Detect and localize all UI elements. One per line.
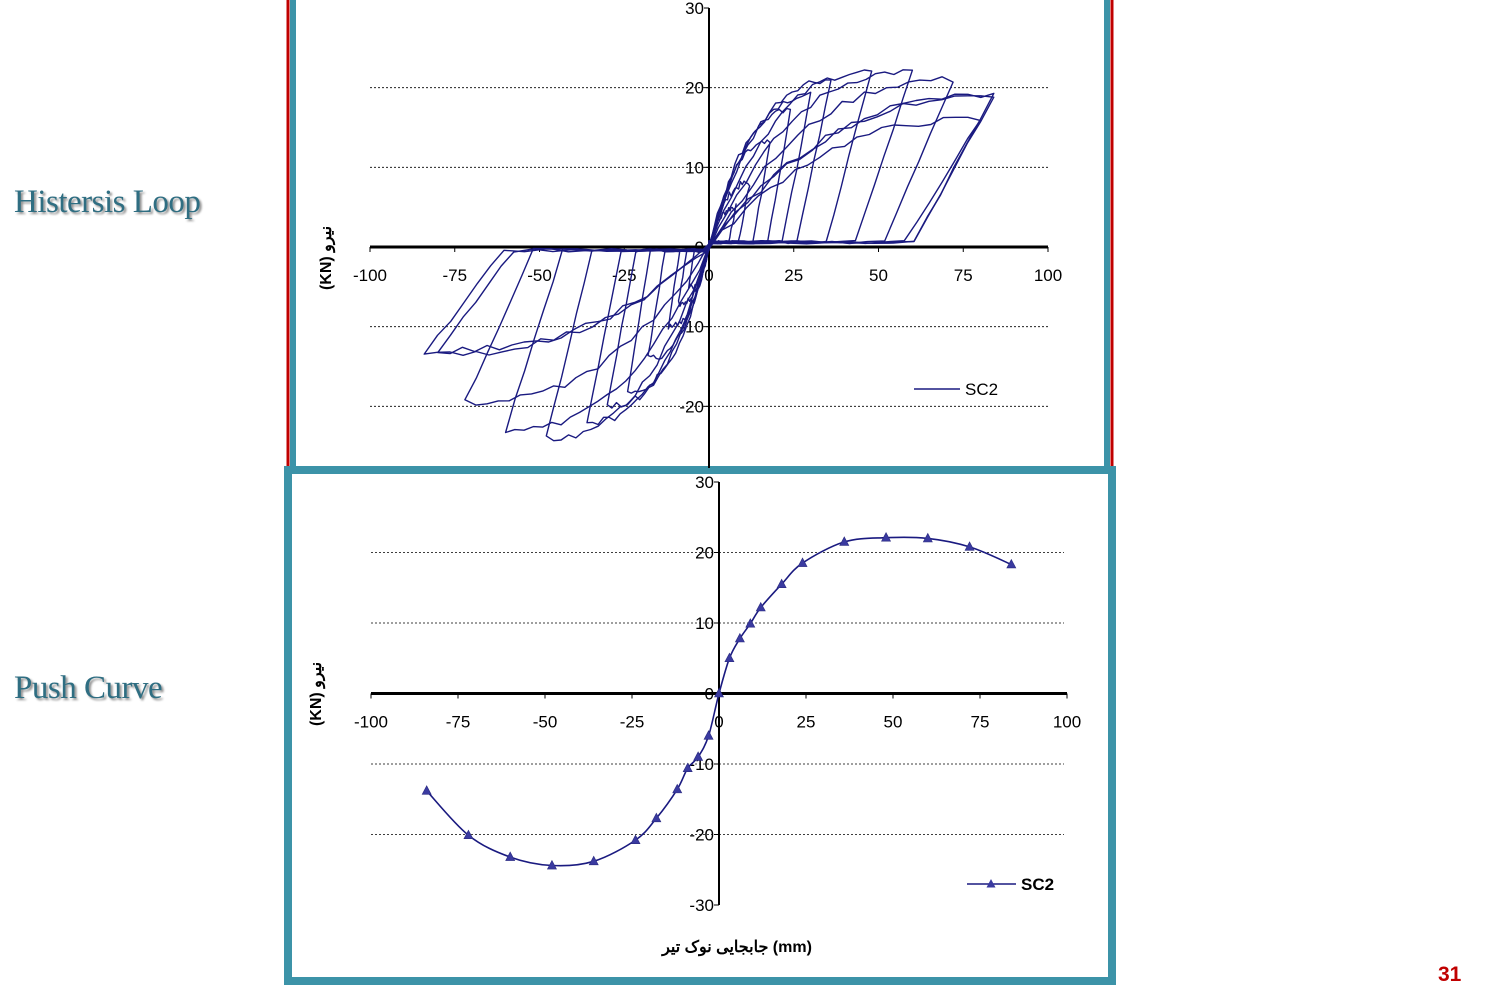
push-data-point bbox=[1006, 558, 1017, 569]
push-data-point bbox=[703, 730, 714, 740]
figure-frame bbox=[284, 0, 1116, 985]
push-x-tick-label: 75 bbox=[971, 713, 990, 732]
push-data-point bbox=[922, 532, 933, 543]
push-x-tick-label: 25 bbox=[797, 713, 816, 732]
hyst-series-sc2-cycle bbox=[423, 92, 995, 356]
push-data-point bbox=[546, 859, 557, 870]
push-curve-label: Push Curve bbox=[14, 670, 163, 706]
hyst-y-axis-label: (KN) نیرو bbox=[318, 226, 336, 290]
push-data-point bbox=[724, 652, 735, 663]
push-legend-marker bbox=[986, 879, 996, 888]
push-data-point bbox=[421, 785, 432, 795]
push-legend-label: SC2 bbox=[1021, 875, 1054, 894]
push-y-tick-label: -10 bbox=[689, 755, 714, 774]
push-x-tick-label: -75 bbox=[446, 713, 471, 732]
push-data-point bbox=[714, 687, 724, 698]
push-data-point bbox=[463, 829, 474, 840]
push-data-point bbox=[672, 783, 683, 794]
hysteresis-loop-label: Histersis Loop bbox=[14, 184, 201, 220]
push-x-tick-label: -25 bbox=[620, 713, 645, 732]
push-data-point bbox=[964, 541, 975, 551]
hyst-y-tick-label: -20 bbox=[679, 397, 704, 416]
push-data-point bbox=[588, 855, 599, 866]
push-curve-chart: -100 -75 -50 -25 0 25 50 75 1003020100-10-20-30(… bbox=[308, 473, 1081, 957]
hyst-x-tick-label: -100 bbox=[353, 266, 387, 285]
push-data-point bbox=[839, 536, 850, 546]
push-y-tick-label: 10 bbox=[695, 614, 714, 633]
push-data-point bbox=[630, 834, 641, 844]
push-y-tick-label: -30 bbox=[689, 896, 714, 915]
hyst-x-tick-label: 100 bbox=[1034, 266, 1062, 285]
push-data-point bbox=[745, 618, 756, 628]
hyst-series-sc2-cycle bbox=[504, 76, 954, 434]
push-x-tick-label: 0 bbox=[714, 713, 723, 732]
hyst-x-tick-label: 75 bbox=[954, 266, 973, 285]
page-number: 31 bbox=[1438, 963, 1462, 986]
hyst-legend-label: SC2 bbox=[965, 380, 998, 399]
hysteresis-chart: -100 -75 -50 -25 0 25 50 75 1003020100-10-20(KN)… bbox=[318, 0, 1062, 468]
push-data-point bbox=[734, 632, 745, 643]
push-data-point bbox=[755, 601, 766, 612]
push-y-tick-label: 30 bbox=[695, 473, 714, 492]
hyst-x-tick-label: 50 bbox=[869, 266, 888, 285]
hyst-x-tick-label: -75 bbox=[442, 266, 467, 285]
push-x-tick-label: -100 bbox=[354, 713, 388, 732]
push-x-tick-label: -50 bbox=[533, 713, 558, 732]
push-data-point bbox=[505, 851, 516, 861]
push-y-tick-label: 0 bbox=[705, 685, 714, 704]
push-data-point bbox=[881, 532, 892, 542]
hyst-x-tick-label: 25 bbox=[784, 266, 803, 285]
hyst-x-tick-label: -50 bbox=[527, 266, 552, 285]
push-y-tick-label: -20 bbox=[689, 826, 714, 845]
push-data-point bbox=[682, 762, 693, 773]
push-x-tick-label: 50 bbox=[884, 713, 903, 732]
push-x-tick-label: 100 bbox=[1053, 713, 1081, 732]
push-x-axis-label: جابجایی نوک تیر (mm) bbox=[661, 939, 812, 957]
push-data-point bbox=[797, 557, 808, 567]
push-data-point bbox=[776, 578, 787, 589]
push-data-point bbox=[693, 751, 704, 761]
hyst-y-tick-label: 30 bbox=[685, 0, 704, 18]
push-y-tick-label: 20 bbox=[695, 544, 714, 563]
push-data-point bbox=[651, 812, 662, 823]
push-y-axis-label: (KN) نیرو bbox=[308, 662, 326, 726]
hyst-y-tick-label: 10 bbox=[685, 158, 704, 177]
hyst-y-tick-label: 0 bbox=[695, 238, 704, 257]
hyst-y-tick-label: 20 bbox=[685, 79, 704, 98]
hyst-x-tick-label: 0 bbox=[704, 266, 713, 285]
frame-bottom-panel bbox=[284, 466, 1116, 985]
